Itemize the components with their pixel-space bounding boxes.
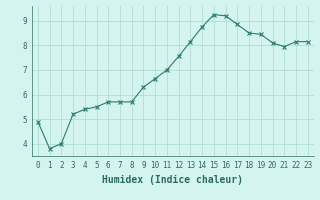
X-axis label: Humidex (Indice chaleur): Humidex (Indice chaleur) bbox=[102, 175, 243, 185]
